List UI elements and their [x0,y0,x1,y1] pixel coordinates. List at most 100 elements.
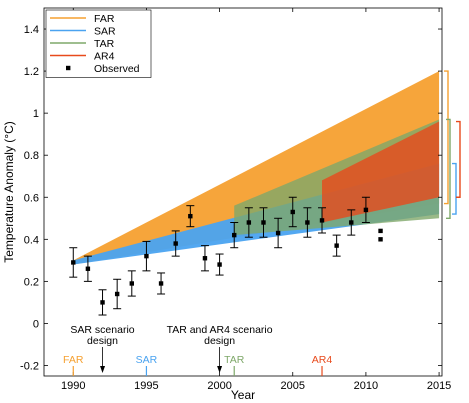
observed-marker [188,213,193,219]
observed-point-15 [288,196,297,228]
observed-marker [378,228,383,234]
band-ar4 [322,121,440,223]
y-tick-label: 0.6 [24,192,39,204]
observed-point-10 [215,253,224,276]
observed-marker [305,220,310,225]
y-axis-title: Temperature Anomaly (°C) [2,121,16,263]
observed-point-14 [274,217,283,249]
y-tick-label: -0.2 [20,360,39,372]
x-axis-title: Year [231,388,255,402]
legend-label: SAR [94,25,116,37]
y-tick-label: 1.4 [24,24,39,36]
annotation-arrow-head [100,366,106,373]
annotation-text: design [87,335,118,347]
observed-point-13 [259,207,268,238]
observed-marker [378,237,383,242]
observed-marker [129,281,134,286]
y-tick-label: 1.2 [24,66,39,78]
observed-series [69,196,383,316]
legend-label: TAR [94,38,115,50]
report-label-sar: SAR [136,354,158,366]
report-label-ar4: AR4 [312,354,333,366]
observed-marker [158,281,164,286]
annotation-arrow-head [217,366,223,373]
observed-marker [261,220,266,225]
observed-marker [319,218,325,223]
observed-point-20 [361,196,370,223]
observed-point-22 [378,228,383,234]
observed-marker [114,291,120,297]
observed-marker [85,266,91,271]
observed-point-7 [171,230,180,257]
observed-point-0 [69,247,78,278]
legend-item-far: FAR [50,13,115,25]
legend-label: AR4 [94,50,115,62]
annotation-text: design [204,335,235,347]
observed-point-11 [230,221,239,249]
plot-frame [43,7,443,377]
report-label-tar: TAR [224,354,245,366]
y-tick-label: 0.8 [24,150,39,162]
annotation-text: SAR scenario [70,324,134,336]
legend-item-tar: TAR [50,38,115,50]
observed-point-19 [347,209,356,236]
range-bracket-sar [452,162,457,215]
x-tick-label: 2005 [281,380,305,392]
observed-marker [100,300,105,305]
observed-point-6 [157,272,166,295]
axis-ticks: 1990 1995 2000 2005 2010 2015 -0.2 0 0.2 0.4 0.6 0.… [20,8,451,392]
observed-marker [334,243,339,248]
y-tick-label: 1 [33,108,39,120]
y-tick-label: 0 [33,318,39,330]
observed-marker [232,232,237,238]
observed-point-17 [318,207,327,234]
observed-point-1 [83,255,92,282]
report-label-far: FAR [63,354,84,366]
legend-item-observed: Observed [66,63,140,75]
legend-label: Observed [94,63,140,75]
observed-marker [173,241,178,246]
observed-point-2 [98,289,107,316]
annotation-text: TAR and AR4 scenario [167,324,273,336]
legend-item-sar: SAR [50,25,116,37]
projection-bands [73,71,440,265]
observed-point-5 [142,240,151,272]
y-tick-label: 0.2 [24,276,39,288]
legend-item-ar4: AR4 [50,50,115,62]
observed-marker [275,230,281,236]
observed-marker [71,260,76,265]
legend-marker [66,65,71,71]
range-bracket-tar [446,118,451,219]
x-tick-label: 2010 [354,380,378,392]
observed-marker [217,262,222,267]
range-brackets [444,70,461,219]
observed-point-8 [186,205,195,228]
legend-label: FAR [94,13,115,25]
observed-point-21 [378,237,383,242]
range-bracket-far [444,70,449,205]
observed-marker [349,220,354,225]
observed-marker [144,253,149,259]
observed-marker [202,256,208,261]
x-tick-label: 1995 [134,380,158,392]
observed-marker [246,220,252,225]
observed-point-3 [113,278,122,310]
observed-point-9 [200,245,209,272]
x-tick-label: 2000 [207,380,231,392]
observed-point-18 [332,234,341,257]
report-markers: FAR SAR TAR AR4 [63,354,332,376]
y-tick-label: 0.4 [24,234,39,246]
observed-point-12 [244,207,253,238]
observed-point-4 [127,270,136,297]
observed-marker [290,209,295,215]
range-bracket-ar4 [456,120,461,198]
observed-marker [363,207,369,213]
x-tick-label: 1990 [61,380,85,392]
x-tick-label: 2015 [427,380,451,392]
observed-point-16 [303,207,312,238]
